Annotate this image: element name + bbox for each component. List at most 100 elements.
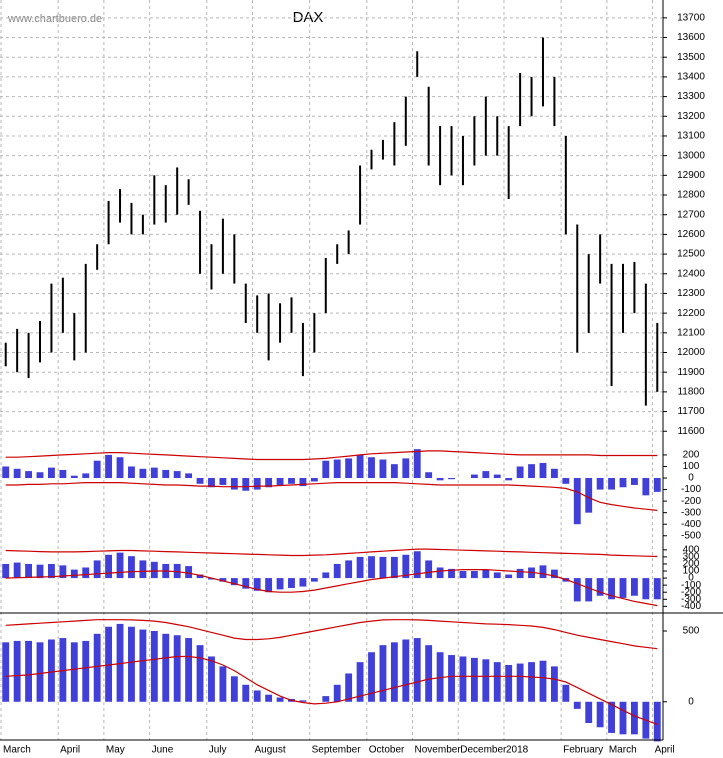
y-tick-label: -200: [681, 496, 701, 507]
histogram-bar: [185, 566, 193, 579]
y-tick-label: -100: [681, 580, 701, 591]
y-tick-label: 12100: [677, 327, 705, 338]
y-tick-label: -400: [681, 519, 701, 530]
histogram-bar: [116, 552, 124, 579]
histogram-bar: [196, 645, 204, 702]
histogram-bar: [539, 660, 547, 702]
histogram-bar: [550, 468, 558, 479]
histogram-bar: [82, 640, 90, 702]
histogram-bar: [230, 478, 238, 490]
histogram-bar: [242, 478, 250, 491]
histogram-bar: [562, 478, 570, 484]
histogram-bar: [25, 563, 33, 579]
histogram-bar: [413, 638, 421, 702]
histogram-bar: [105, 454, 113, 479]
histogram-bar: [402, 554, 410, 579]
histogram-bar: [253, 578, 261, 591]
histogram-bar: [173, 563, 181, 579]
histogram-bar: [185, 473, 193, 479]
histogram-bar: [333, 684, 341, 702]
histogram-bar: [356, 454, 364, 479]
histogram-bar: [36, 564, 44, 579]
histogram-bar: [25, 640, 33, 702]
histogram-bar: [368, 556, 375, 579]
histogram-bar: [516, 663, 524, 702]
histogram-bar: [253, 690, 261, 702]
y-tick-label: 12400: [677, 268, 705, 279]
y-tick-label: 13000: [677, 150, 705, 161]
histogram-bar: [139, 560, 147, 579]
histogram-bar: [608, 701, 615, 733]
histogram-bar: [585, 701, 593, 724]
histogram-bar: [82, 567, 90, 579]
y-tick-label: 300: [683, 552, 700, 563]
histogram-bar: [528, 662, 535, 702]
y-tick-label: 11800: [677, 387, 705, 398]
histogram-bar: [173, 635, 181, 702]
y-tick-label: 12800: [677, 190, 705, 201]
histogram-bar: [516, 466, 524, 479]
y-tick-label: 400: [683, 544, 700, 555]
y-tick-label: 13300: [677, 91, 705, 102]
histogram-bar: [653, 578, 661, 600]
histogram-bar: [105, 626, 113, 702]
histogram-bar: [550, 569, 558, 579]
histogram-bar: [448, 568, 455, 579]
x-tick-label: March: [609, 745, 637, 756]
histogram-bar: [619, 701, 627, 735]
histogram-bar: [539, 565, 547, 579]
watermark: www.chartbuero.de: [7, 13, 102, 25]
histogram-bar: [70, 642, 78, 702]
histogram-bar: [619, 478, 627, 488]
histogram-bar: [413, 449, 421, 479]
band-line: [5, 548, 658, 558]
y-tick-label: -400: [681, 601, 701, 612]
histogram-bar: [448, 478, 455, 480]
histogram-bar: [470, 657, 478, 702]
y-tick-label: 11700: [677, 406, 705, 417]
histogram-bar: [276, 697, 284, 702]
histogram-bar: [379, 645, 387, 702]
histogram-bar: [573, 701, 581, 709]
histogram-bar: [230, 676, 238, 702]
histogram-bar: [482, 659, 490, 702]
y-tick-label: -300: [681, 594, 701, 605]
histogram-bar: [493, 572, 501, 579]
histogram-bar: [642, 478, 650, 496]
histogram-bar: [2, 563, 10, 579]
histogram-bar: [150, 561, 158, 579]
histogram-bar: [162, 469, 170, 479]
y-tick-label: -500: [681, 530, 701, 541]
histogram-bar: [48, 639, 55, 702]
histogram-bar: [59, 638, 67, 702]
histogram-bar: [630, 478, 638, 485]
histogram-bar: [630, 578, 638, 596]
y-tick-label: 11600: [677, 426, 705, 437]
histogram-bar: [208, 656, 215, 702]
x-tick-label: August: [254, 745, 285, 756]
histogram-bar: [299, 700, 307, 702]
histogram-bar: [128, 556, 135, 579]
histogram-bar: [436, 652, 444, 702]
histogram-bar: [550, 666, 558, 702]
histogram-bar: [265, 694, 273, 702]
y-tick-label: -200: [681, 587, 701, 598]
histogram-bar: [653, 478, 661, 492]
y-tick-label: 13700: [677, 12, 705, 23]
y-tick-label: 12300: [677, 288, 705, 299]
histogram-bar: [368, 457, 375, 479]
histogram-bar: [185, 638, 193, 702]
histogram-bar: [402, 458, 410, 479]
x-tick-label: April: [60, 745, 80, 756]
histogram-bar: [93, 460, 101, 479]
histogram-bar: [482, 471, 490, 479]
histogram-bar: [265, 578, 273, 593]
y-tick-label: 13500: [677, 52, 705, 63]
histogram-bar: [493, 474, 501, 479]
histogram-bar: [585, 578, 593, 602]
y-tick-label: -100: [681, 484, 701, 495]
histogram-bar: [482, 569, 490, 579]
x-tick-label: December: [460, 745, 507, 756]
histogram-bar: [219, 666, 227, 702]
